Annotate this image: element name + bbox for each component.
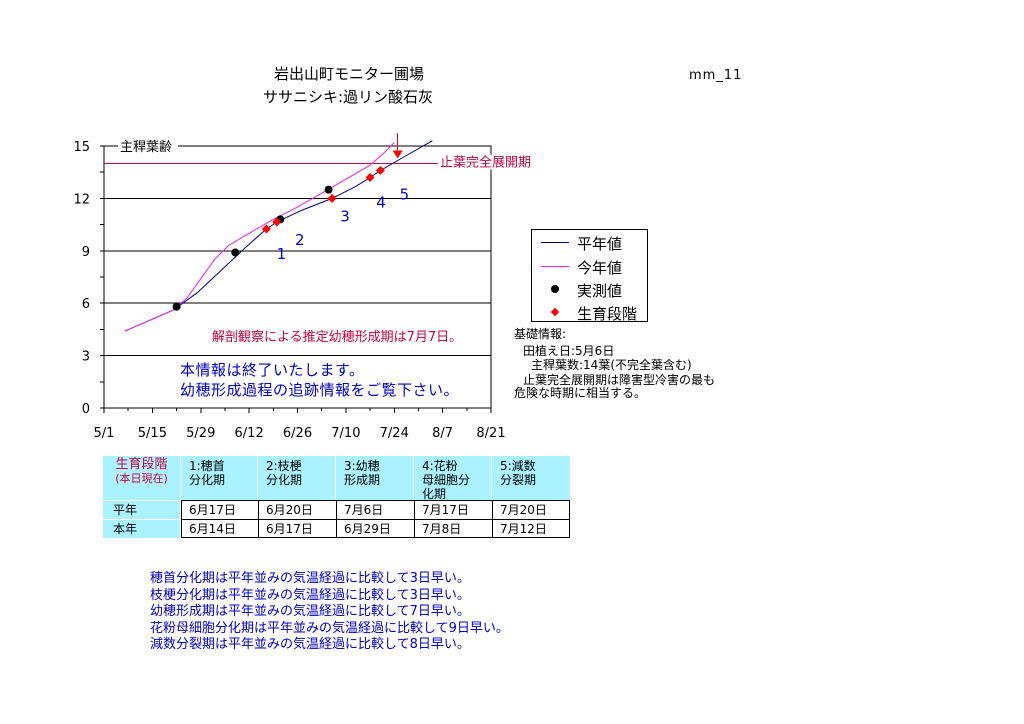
flag-leaf-reference-label: 止葉完全展開期: [440, 154, 531, 170]
planting-date: 田植え日:5月6日: [523, 344, 615, 358]
growth-stage-marker: [327, 193, 337, 203]
legend-item-stage: 生育段階: [532, 301, 647, 323]
growth-stage-number: 1: [277, 245, 287, 263]
measured-point: [324, 185, 333, 194]
x-tick-label: 5/29: [186, 426, 215, 441]
dissection-note: 解剖観察による推定幼穂形成期は7月7日。: [212, 330, 463, 345]
page-title: 岩出山町モニター圃場: [274, 65, 425, 83]
chart-legend: 平年値 今年値 実測値 生育段階: [531, 229, 648, 323]
corner-sublabel: (本日現在): [115, 472, 168, 485]
legend-item-normal: 平年値: [532, 231, 647, 253]
table-cell: 7月12日: [492, 519, 570, 538]
x-tick-label: 8/21: [476, 426, 505, 441]
table-cell: 6月20日: [258, 500, 336, 519]
summary-line: 幼穂形成期は平年並みの気温経過に比較して7日早い。: [150, 604, 470, 619]
measured-point: [231, 248, 240, 257]
corner-label: 生育段階: [115, 457, 168, 472]
summary-line: 穂首分化期は平年並みの気温経過に比較して3日早い。: [150, 571, 470, 586]
growth-stage-number: 5: [400, 185, 410, 203]
y-tick-label: 9: [82, 245, 90, 260]
legend-dot-icon: [541, 278, 569, 300]
legend-item-current: 今年値: [532, 255, 647, 277]
table-cell: 7月20日: [492, 500, 570, 519]
growth-stage-marker: [375, 165, 385, 175]
basic-info-heading: 基礎情報:: [514, 327, 567, 341]
legend-diamond-icon: [541, 301, 569, 323]
legend-label: 生育段階: [577, 305, 638, 323]
growth-stage-marker: [261, 224, 271, 234]
stage-header-2: 2:枝梗 分化期: [258, 456, 336, 500]
measured-point: [172, 302, 181, 311]
x-tick-label: 6/26: [283, 426, 312, 441]
legend-item-measured: 実測値: [532, 278, 647, 300]
summary-line: 花粉母細胞分化期は平年並みの気温経過に比較して9日早い。: [150, 621, 509, 636]
x-tick-label: 8/7: [432, 426, 453, 441]
table-cell: 7月8日: [414, 519, 492, 538]
stage-header-5: 5:減数 分裂期: [492, 456, 570, 500]
x-tick-label: 7/10: [331, 426, 360, 441]
page-subtitle: ササニシキ:過リン酸石灰: [263, 88, 434, 106]
stage-header-3: 3:幼穂 形成期: [336, 456, 414, 500]
table-cell: 6月14日: [181, 519, 258, 538]
table-cell: 7月6日: [336, 500, 414, 519]
row-label-current: 本年: [103, 519, 181, 538]
arrow-down-icon: [392, 150, 403, 159]
growth-stage-number: 2: [295, 231, 305, 249]
row-label-normal: 平年: [103, 500, 181, 519]
y-axis-title-bg: [118, 140, 178, 153]
series-line-normal: [124, 140, 433, 332]
summary-line: 枝梗分化期は平年並みの気温経過に比較して3日早い。: [150, 588, 470, 603]
main-stem-leaf-count: 主稈葉数:14葉(不完全葉含む): [531, 358, 692, 372]
flag-leaf-note-line1: 止葉完全展開期は障害型冷害の最も: [523, 373, 716, 387]
end-notice-line1: 本情報は終了いたします。: [180, 361, 365, 379]
growth-stage-marker: [272, 217, 282, 227]
legend-line-current: [541, 255, 569, 277]
table-cell: 6月29日: [336, 519, 414, 538]
table-cell: 7月17日: [414, 500, 492, 519]
end-notice-line2: 幼穂形成過程の追跡情報をご覧下さい。: [180, 381, 460, 399]
y-tick-label: 3: [82, 350, 90, 365]
y-axis-title: 主稈葉齢: [120, 140, 172, 155]
flag-leaf-note-line2: 危険な時期に相当する。: [514, 386, 647, 400]
y-tick-label: 15: [73, 140, 90, 155]
legend-label: 実測値: [577, 282, 623, 300]
x-tick-label: 7/24: [380, 426, 409, 441]
table-corner-cell: 生育段階 (本日現在): [103, 456, 181, 500]
legend-label: 今年値: [577, 259, 623, 277]
x-tick-label: 6/12: [235, 426, 264, 441]
x-tick-label: 5/1: [94, 426, 115, 441]
legend-line-normal: [541, 231, 569, 253]
y-tick-label: 6: [82, 297, 90, 312]
y-tick-label: 12: [73, 192, 90, 207]
stage-header-1: 1:穂首 分化期: [181, 456, 258, 500]
legend-label: 平年値: [577, 235, 623, 253]
x-tick-label: 5/15: [138, 426, 167, 441]
growth-stage-table: 生育段階 (本日現在) 1:穂首 分化期 2:枝梗 分化期 3:幼穂 形成期 4:花粉…: [103, 456, 570, 538]
growth-stage-number: 3: [340, 207, 350, 225]
y-tick-label: 0: [82, 402, 90, 417]
stage-header-4: 4:花粉 母細胞分 化期: [414, 456, 492, 501]
table-cell: 6月17日: [181, 500, 258, 519]
growth-stage-marker: [365, 172, 375, 182]
summary-line: 減数分裂期は平年並みの気温経過に比較して8日早い。: [150, 637, 470, 652]
growth-stage-number: 4: [376, 193, 386, 211]
table-cell: 6月17日: [258, 519, 336, 538]
report-code: mm_11: [689, 68, 743, 83]
reference-label-bg: [438, 154, 544, 170]
